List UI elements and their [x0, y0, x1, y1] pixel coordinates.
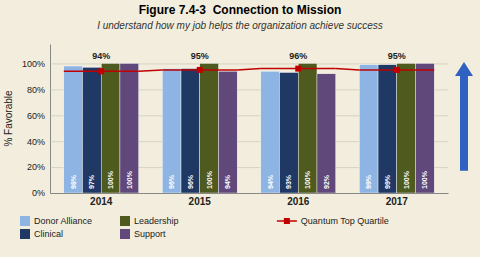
data-label: 92% — [323, 174, 330, 189]
bar — [64, 66, 83, 193]
title: Figure 7.4-3 Connection to Mission — [139, 3, 342, 17]
arrow — [455, 62, 473, 171]
bar — [162, 69, 181, 193]
x-tick-label: 2017 — [386, 196, 409, 207]
x-tick: 2016 — [287, 196, 310, 207]
data-label: 100% — [126, 170, 133, 189]
legend-swatch — [120, 229, 130, 239]
line-marker — [98, 68, 104, 74]
y-axis: 0% 20% 40% 60% 80% 100% — [22, 45, 448, 199]
grid-line — [50, 193, 448, 194]
data-label: 100% — [206, 170, 213, 189]
bar — [298, 63, 317, 193]
data-labels: 98% 96% 94% 99% 97% 96% 93% 99% 100% 100% 100% 100%… — [70, 51, 429, 189]
line-label: 95% — [388, 51, 406, 61]
data-label: 97% — [88, 174, 95, 189]
legend-item: Support — [120, 229, 166, 239]
data-label: 100% — [304, 170, 311, 189]
legend-item: Donor Alliance — [20, 216, 92, 226]
bar — [218, 71, 237, 193]
bar — [120, 63, 139, 193]
legend-item: Clinical — [20, 229, 63, 239]
legend-swatch — [120, 216, 130, 226]
line-connector — [237, 69, 261, 70]
data-label: 99% — [384, 174, 391, 189]
line-connector — [139, 70, 163, 71]
legend-label: Clinical — [34, 229, 63, 239]
x-tick-label: 2016 — [287, 196, 310, 207]
y-tick-label: 100% — [22, 59, 45, 69]
x-tick-label: 2015 — [189, 196, 212, 207]
data-label: 94% — [267, 174, 274, 189]
x-axis: 2014 2015 2016 2017 — [51, 194, 449, 208]
data-label: 100% — [421, 170, 428, 189]
y-tick-label: 20% — [27, 162, 45, 172]
line-label: 94% — [92, 51, 110, 61]
bar — [200, 63, 219, 193]
bar — [317, 74, 336, 193]
y-axis-line — [50, 45, 51, 194]
y-tick-label: 0% — [32, 188, 45, 198]
data-label: 99% — [365, 174, 372, 189]
data-label: 100% — [403, 170, 410, 189]
legend-marker — [284, 218, 290, 224]
data-label: 96% — [168, 174, 175, 189]
bar — [378, 65, 397, 193]
plot: 0% 20% 40% 60% 80% 100% 2014 2015 2016 2017 % Favo… — [3, 45, 449, 208]
y-axis-title: % Favorable — [3, 90, 14, 147]
bar-series — [120, 63, 434, 193]
legend-swatch — [20, 216, 30, 226]
x-tick: 2017 — [386, 196, 409, 207]
legend-label: Leadership — [134, 216, 179, 226]
legend-item: Leadership — [120, 216, 179, 226]
bar — [280, 73, 299, 193]
background — [0, 0, 480, 257]
legend-label: Support — [134, 229, 166, 239]
y-tick-label: 40% — [27, 137, 45, 147]
data-label: 94% — [224, 174, 231, 189]
line-marker — [197, 67, 203, 73]
marks — [64, 63, 434, 193]
legend-label: Quantum Top Quartile — [301, 216, 389, 226]
line-marker — [295, 66, 301, 72]
legend-label: Donor Alliance — [34, 216, 92, 226]
line-label: 95% — [191, 51, 209, 61]
bar-series — [101, 63, 415, 193]
data-label: 98% — [70, 174, 77, 189]
bar — [101, 63, 120, 193]
bar — [261, 71, 280, 193]
bar — [415, 63, 434, 193]
legend-swatch — [20, 229, 30, 239]
line-connector — [336, 69, 360, 70]
data-label: 93% — [285, 174, 292, 189]
legend-item: Quantum Top Quartile — [277, 216, 389, 226]
x-tick: 2015 — [189, 196, 212, 207]
x-tick: 2014 — [90, 196, 113, 207]
line-marker — [394, 67, 400, 73]
line-series — [64, 66, 434, 75]
bar — [181, 69, 200, 193]
legend: Donor Alliance Clinical Leadership Support Q… — [20, 216, 389, 239]
bar — [83, 67, 102, 193]
data-label: 100% — [107, 170, 114, 189]
x-tick-label: 2014 — [90, 196, 113, 207]
line-label: 96% — [289, 51, 307, 61]
bar — [397, 63, 416, 193]
y-tick-label: 60% — [27, 111, 45, 121]
data-label: 96% — [187, 174, 194, 189]
bar — [359, 65, 378, 193]
y-tick-label: 80% — [27, 85, 45, 95]
x-axis-line — [51, 193, 449, 194]
subtitle: I understand how my job helps the organi… — [97, 20, 383, 31]
chart: Figure 7.4-3 Connection to Mission I unde… — [0, 0, 480, 257]
